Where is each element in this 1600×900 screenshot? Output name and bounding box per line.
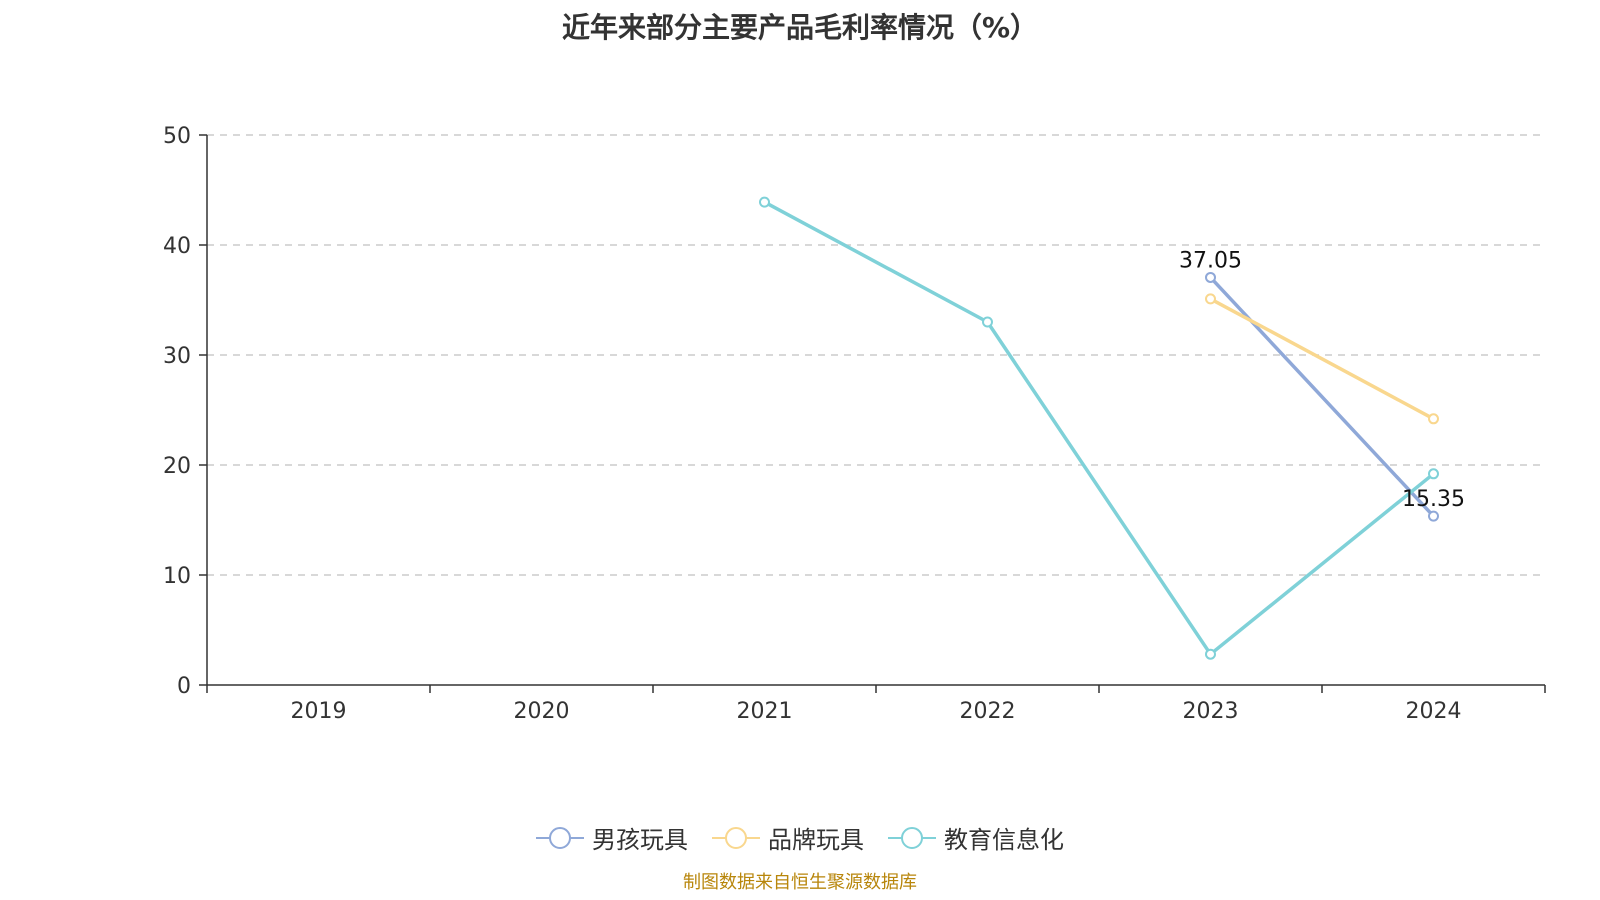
data-point [1205,271,1216,283]
source-note: 制图数据来自恒生聚源数据库 [683,872,917,893]
data-label: 15.35 [1402,487,1465,512]
data-point [759,196,770,208]
x-tick-label: 2021 [737,699,793,724]
y-tick-label: 10 [163,564,191,589]
legend-marker-icon [536,826,584,850]
data-point [1428,413,1439,425]
y-tick-label: 30 [163,344,191,369]
y-tick-label: 0 [177,674,191,699]
series-line [1209,276,1435,518]
legend-item[interactable]: 教育信息化 [888,820,1064,855]
legend-item[interactable]: 品牌玩具 [712,820,864,855]
legend-label: 教育信息化 [944,826,1064,854]
data-label: 37.05 [1179,248,1242,273]
chart-title: 近年来部分主要产品毛利率情况（%） [561,11,1039,44]
x-tick-label: 2024 [1406,699,1462,724]
series-line [763,200,1435,656]
legend-label: 品牌玩具 [768,826,864,854]
x-tick-label: 2022 [960,699,1016,724]
x-tick-label: 2023 [1183,699,1239,724]
data-point [1428,468,1439,480]
series-line [1209,297,1435,421]
data-point [982,316,993,328]
legend-marker-icon [888,826,936,850]
legend-label: 男孩玩具 [592,826,688,854]
legend-marker-icon [712,826,760,850]
y-tick-label: 50 [163,124,191,149]
x-tick-label: 2019 [291,699,347,724]
legend-item[interactable]: 男孩玩具 [536,820,688,855]
data-point [1428,510,1439,522]
legend: 男孩玩具 品牌玩具 教育信息化 [0,820,1600,855]
x-tick-label: 2020 [514,699,570,724]
data-point [1205,293,1216,305]
y-tick-label: 40 [163,234,191,259]
y-tick-label: 20 [163,454,191,479]
data-point [1205,648,1216,660]
